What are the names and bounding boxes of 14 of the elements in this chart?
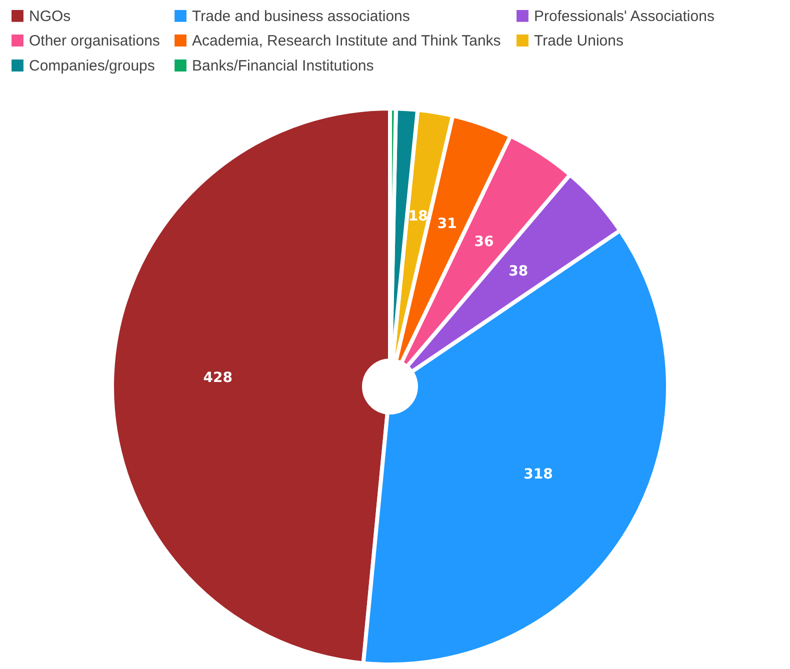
legend-label: Banks/Financial Institutions — [192, 58, 374, 74]
data-label: 38 — [508, 263, 528, 280]
data-label: 31 — [437, 216, 457, 232]
data-label: 318 — [524, 466, 553, 482]
legend-label: Academia, Research Institute and Think Tanks — [192, 32, 501, 50]
data-label: 36 — [474, 234, 494, 250]
legend-label: Professionals' Associations — [534, 8, 714, 25]
legend-label: NGOs — [29, 8, 71, 25]
legend-label: Trade Unions — [534, 32, 624, 50]
legend-label: Companies/groups — [29, 58, 155, 74]
data-label: 18 — [408, 208, 428, 224]
legend-label: Other organisations — [29, 32, 160, 50]
legend-label: Trade and business associations — [192, 8, 410, 25]
data-label: 428 — [203, 370, 232, 386]
